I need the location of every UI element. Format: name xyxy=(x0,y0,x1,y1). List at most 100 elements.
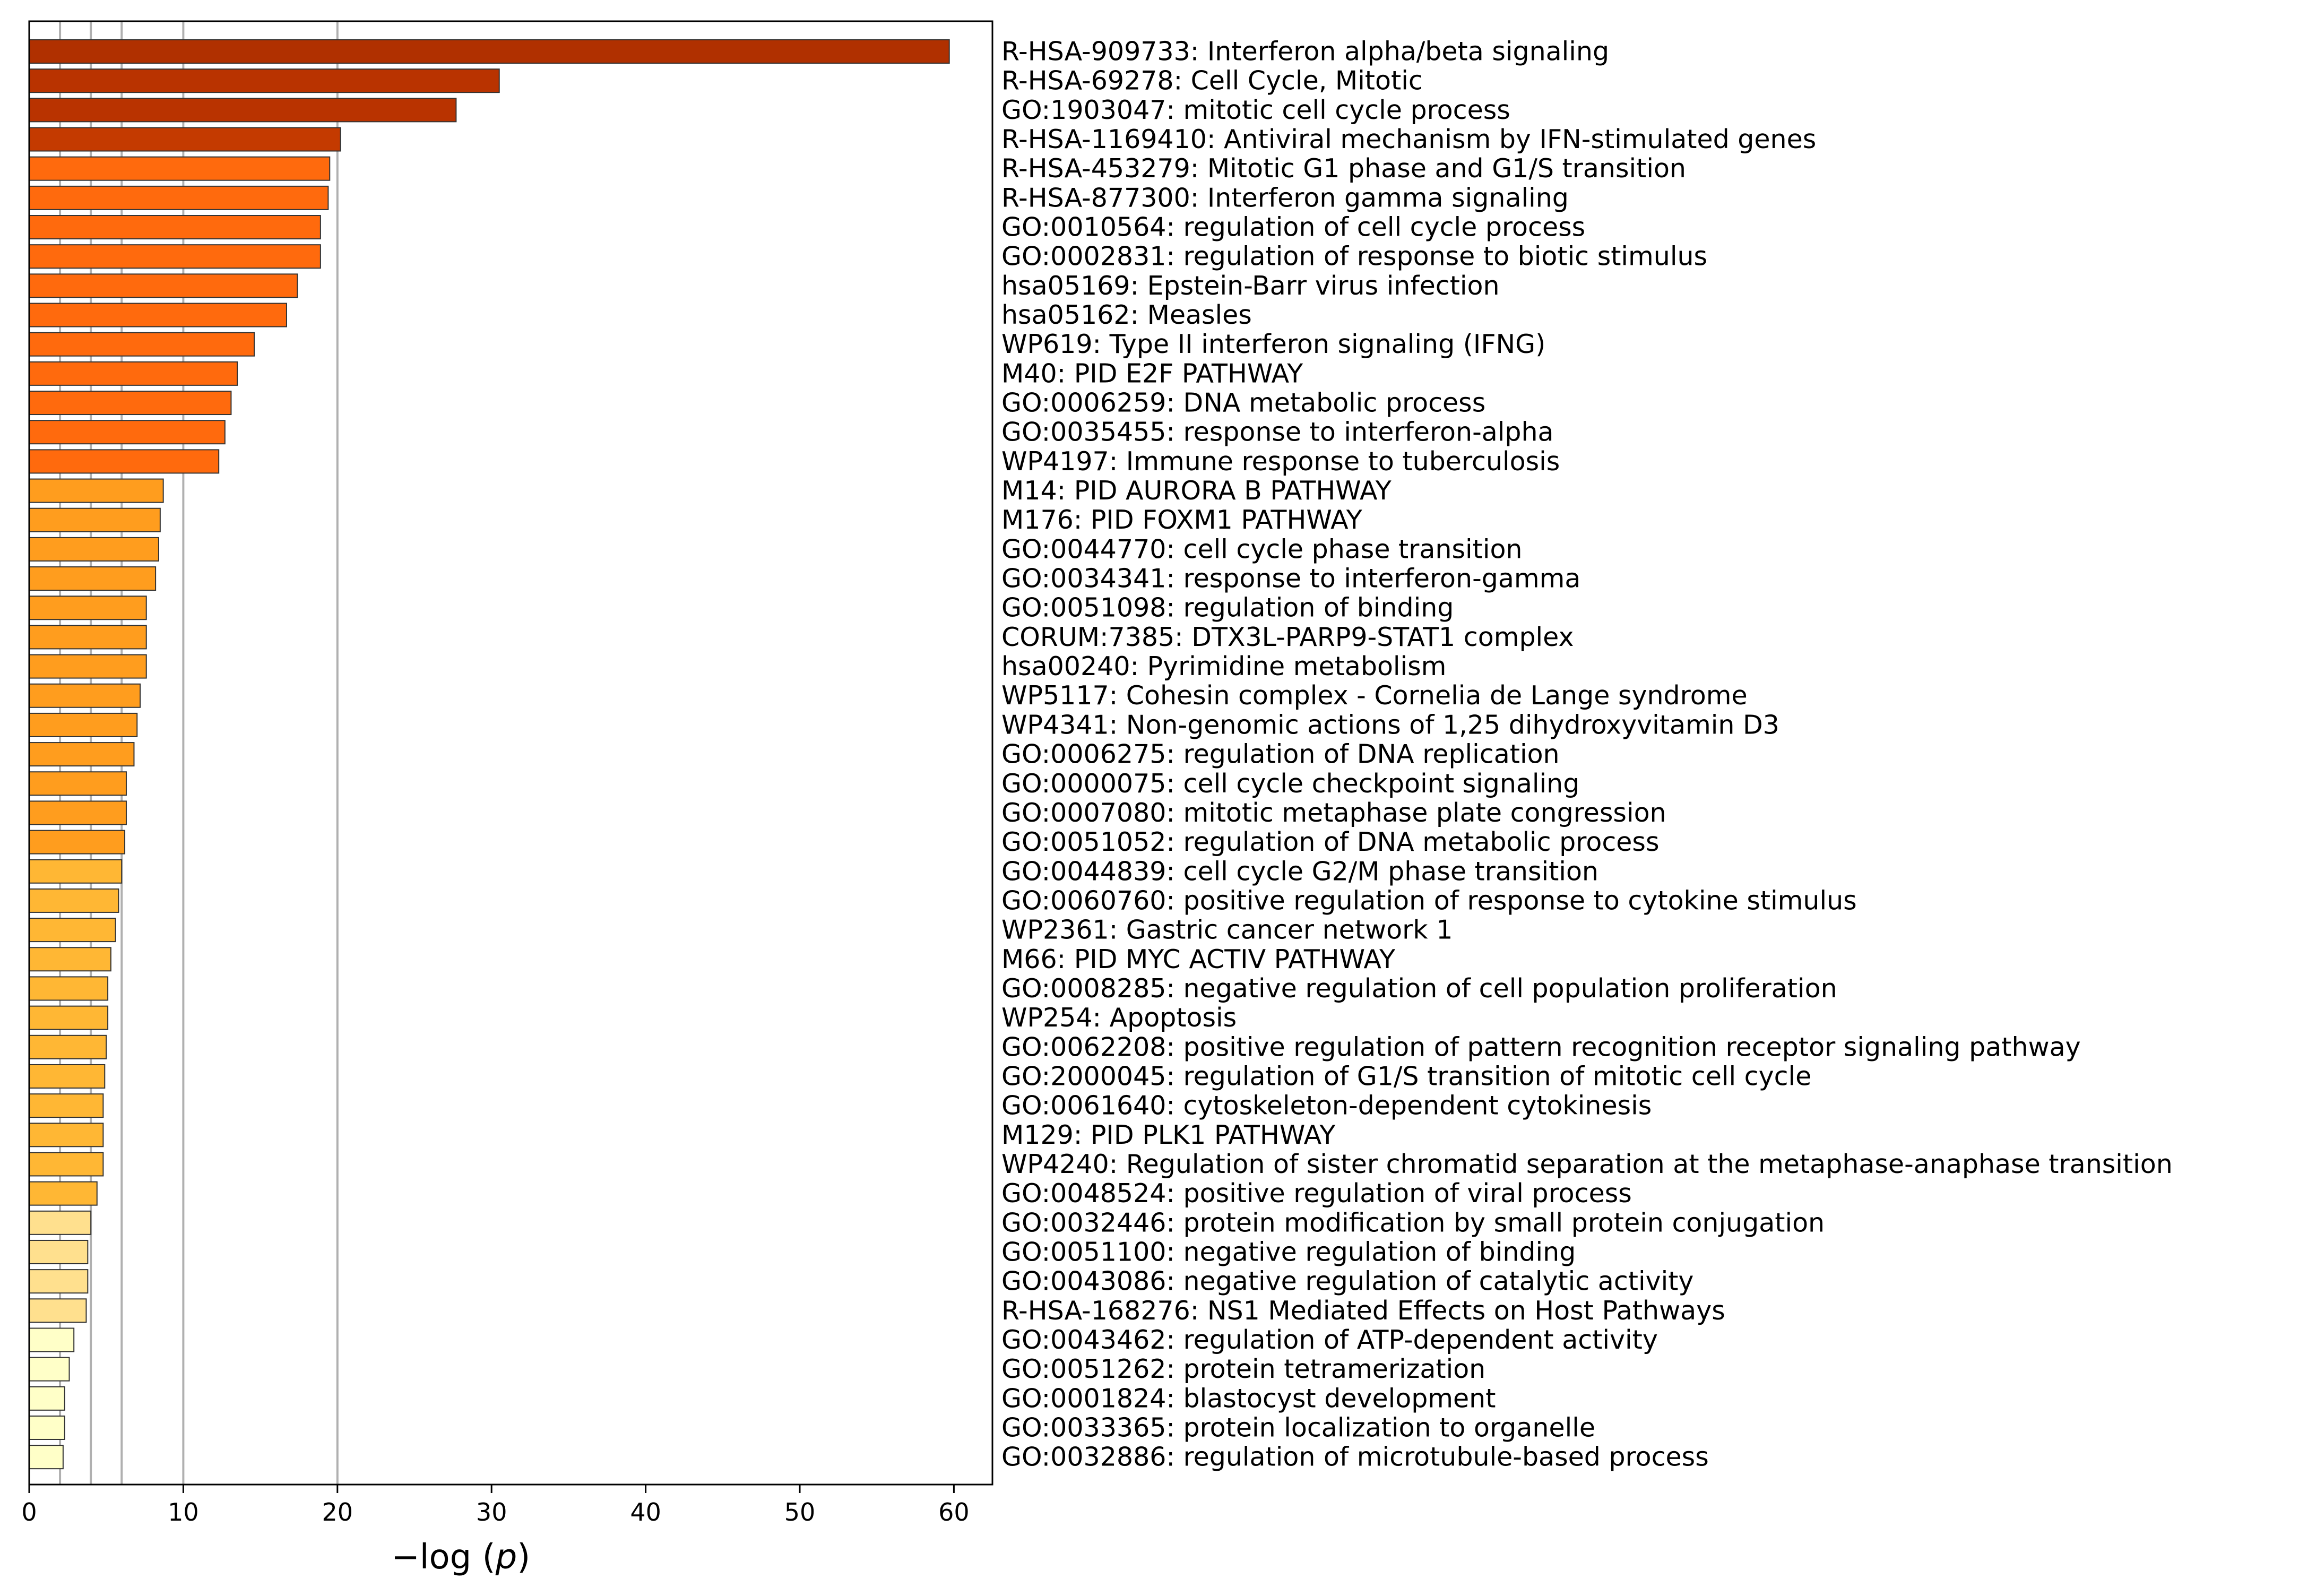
bar xyxy=(29,1386,65,1411)
category-label: M129: PID PLK1 PATHWAY xyxy=(1001,1120,1336,1150)
category-label: WP254: Apoptosis xyxy=(1001,1003,1237,1033)
bar xyxy=(29,859,123,884)
category-label: GO:0051098: regulation of binding xyxy=(1001,593,1454,623)
category-label: GO:0033365: protein localization to orga… xyxy=(1001,1412,1595,1443)
bar xyxy=(29,1034,107,1059)
category-label: M40: PID E2F PATHWAY xyxy=(1001,358,1303,389)
category-label: GO:0051100: negative regulation of bindi… xyxy=(1001,1237,1576,1267)
bar xyxy=(29,98,457,123)
bar xyxy=(29,332,255,357)
category-label: GO:0032886: regulation of microtubule-ba… xyxy=(1001,1442,1709,1472)
x-axis-label-prefix: −log ( xyxy=(391,1538,496,1577)
x-axis-ticks: 0 10 20 30 40 50 60 xyxy=(21,1485,970,1526)
bar xyxy=(29,742,135,767)
category-label: M66: PID MYC ACTIV PATHWAY xyxy=(1001,944,1396,974)
category-labels: R-HSA-909733: Interferon alpha/beta sign… xyxy=(1001,37,2173,1472)
bar xyxy=(29,712,138,737)
bar xyxy=(29,478,164,503)
bar xyxy=(29,800,127,825)
category-label: R-HSA-1169410: Antiviral mechanism by IF… xyxy=(1001,124,1816,154)
category-label: GO:0006275: regulation of DNA replicatio… xyxy=(1001,739,1560,770)
category-label: hsa00240: Pyrimidine metabolism xyxy=(1001,651,1446,681)
bar xyxy=(29,1005,109,1030)
category-label: GO:0002831: regulation of response to bi… xyxy=(1001,241,1707,272)
category-label: CORUM:7385: DTX3L-PARP9-STAT1 complex xyxy=(1001,622,1574,652)
bar xyxy=(29,625,147,650)
category-label: GO:0060760: positive regulation of respo… xyxy=(1001,885,1857,916)
bar xyxy=(29,156,331,181)
category-label: WP4197: Immune response to tuberculosis xyxy=(1001,446,1560,477)
bar xyxy=(29,361,238,386)
category-label: GO:0062208: positive regulation of patte… xyxy=(1001,1032,2081,1062)
category-label: R-HSA-877300: Interferon gamma signaling xyxy=(1001,183,1569,213)
bar xyxy=(29,1327,75,1352)
bar xyxy=(29,771,127,796)
category-label: GO:0032446: protein modification by smal… xyxy=(1001,1207,1825,1238)
x-tick-label: 30 xyxy=(476,1498,507,1526)
bar xyxy=(29,507,161,532)
category-label: WP619: Type II interferon signaling (IFN… xyxy=(1001,329,1545,359)
bar xyxy=(29,566,157,591)
category-label: GO:0051052: regulation of DNA metabolic … xyxy=(1001,827,1659,857)
category-label: GO:0008285: negative regulation of cell … xyxy=(1001,973,1837,1004)
x-axis-label: −log (p) xyxy=(391,1538,530,1577)
bar xyxy=(29,1445,64,1470)
category-label: GO:0051262: protein tetramerization xyxy=(1001,1354,1485,1384)
bar xyxy=(29,273,298,298)
bar xyxy=(29,1239,89,1264)
x-axis-label-suffix: ) xyxy=(517,1538,530,1577)
x-tick-label: 60 xyxy=(938,1498,970,1526)
bar xyxy=(29,420,226,445)
bar xyxy=(29,1210,92,1235)
bar xyxy=(29,185,329,210)
bar xyxy=(29,1093,104,1118)
category-label: R-HSA-168276: NS1 Mediated Effects on Ho… xyxy=(1001,1296,1725,1326)
category-label: GO:0035455: response to interferon-alpha xyxy=(1001,417,1554,447)
category-label: GO:0001824: blastocyst development xyxy=(1001,1383,1496,1413)
bar xyxy=(29,1152,104,1177)
bar xyxy=(29,1064,106,1089)
category-label: GO:0044839: cell cycle G2/M phase transi… xyxy=(1001,856,1598,886)
x-axis-label-p: p xyxy=(495,1538,517,1577)
bar xyxy=(29,215,321,240)
category-label: M176: PID FOXM1 PATHWAY xyxy=(1001,505,1363,535)
category-label: GO:0007080: mitotic metaphase plate cong… xyxy=(1001,798,1666,828)
bar xyxy=(29,976,109,1001)
category-label: GO:0010564: regulation of cell cycle pro… xyxy=(1001,212,1585,243)
category-label: GO:0006259: DNA metabolic process xyxy=(1001,388,1485,418)
bar xyxy=(29,830,126,855)
category-label: GO:0044770: cell cycle phase transition xyxy=(1001,534,1522,564)
category-label: R-HSA-69278: Cell Cycle, Mitotic xyxy=(1001,66,1423,96)
category-label: WP4240: Regulation of sister chromatid s… xyxy=(1001,1149,2173,1179)
category-label: GO:1903047: mitotic cell cycle process xyxy=(1001,95,1510,125)
category-label: M14: PID AURORA B PATHWAY xyxy=(1001,476,1392,506)
category-label: GO:0034341: response to interferon-gamma xyxy=(1001,564,1580,594)
bar xyxy=(29,1181,98,1206)
bar xyxy=(29,449,220,474)
bar xyxy=(29,947,111,972)
category-label: GO:0043462: regulation of ATP-dependent … xyxy=(1001,1325,1658,1355)
bar xyxy=(29,654,147,679)
x-tick-label: 10 xyxy=(168,1498,199,1526)
category-label: GO:0061640: cytoskeleton-dependent cytok… xyxy=(1001,1091,1652,1121)
bar xyxy=(29,888,119,913)
bar xyxy=(29,1415,65,1440)
category-label: GO:0048524: positive regulation of viral… xyxy=(1001,1178,1632,1209)
x-tick-label: 0 xyxy=(21,1498,37,1526)
bar xyxy=(29,918,116,943)
bar xyxy=(29,1357,70,1382)
bar xyxy=(29,683,141,708)
bar xyxy=(29,127,341,152)
category-label: hsa05169: Epstein-Barr virus infection xyxy=(1001,271,1500,301)
bar xyxy=(29,1123,104,1148)
category-label: GO:2000045: regulation of G1/S transitio… xyxy=(1001,1061,1811,1091)
bar xyxy=(29,244,321,269)
bar xyxy=(29,39,950,64)
x-tick-label: 20 xyxy=(322,1498,353,1526)
category-label: hsa05162: Measles xyxy=(1001,300,1252,330)
bar xyxy=(29,68,500,93)
bar xyxy=(29,596,147,620)
bars xyxy=(29,39,950,1470)
bar xyxy=(29,391,232,416)
